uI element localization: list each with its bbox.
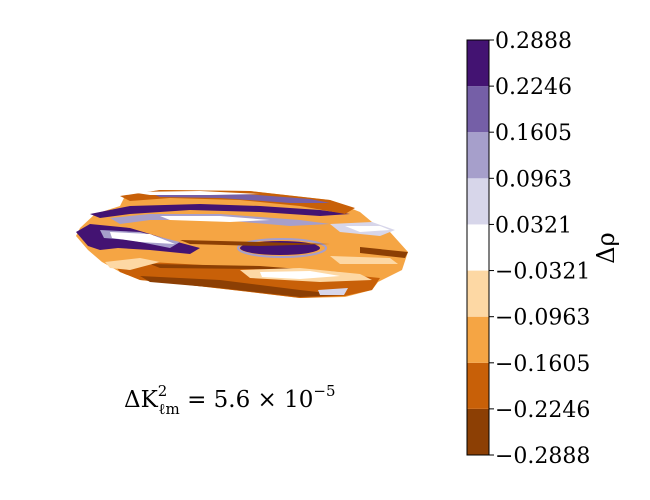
colorbar-frame [466,39,490,456]
colorbar-segment [467,178,489,225]
colorbar-segment [467,408,489,455]
colorbar-segment [467,86,489,133]
contour-field [76,190,408,298]
colorbar-tick-label: −0.0321 [495,260,590,285]
colorbar-tick-label: −0.2888 [495,444,590,469]
field-wedge-white [110,232,175,244]
colorbar-segment [467,132,489,179]
colorbar-label: Δρ [592,232,620,263]
field-rim-white [130,191,260,195]
field-blob-purple-outline [237,238,327,258]
field-band-lower [112,262,380,298]
field-streak-brown-1 [140,276,345,297]
field-band-light-3 [105,258,160,270]
annotation-sub: ℓm [158,400,179,418]
field-streak-brown-2 [360,247,408,258]
colorbar-segment [467,224,489,271]
field-rim-purple [150,193,330,203]
colorbar-tick-label: −0.0963 [495,306,590,331]
colorbar-tick-label: 0.1605 [495,121,572,146]
field-band-light-2 [330,256,398,264]
colorbar-tick-label: 0.2888 [495,29,572,54]
colorbar-tick-label: −0.1605 [495,352,590,377]
colorbar-tick-label: 0.2246 [495,75,572,100]
annotation-rhs: = 5.6 × 10 [180,387,314,413]
colorbar-tick-label: 0.0963 [495,167,572,192]
colorbar-segment [467,270,489,317]
field-patch-lower [318,288,348,295]
colorbar-segment [467,40,489,87]
annotation-exp: −5 [313,382,335,400]
field-arc-purple-top [90,204,350,218]
colorbar-segment [467,362,489,409]
colorbar-tick-label: −0.2246 [495,398,590,423]
field-streak-mid [180,240,330,246]
annotation-sup: 2 [158,382,168,400]
field-band-right-white [345,226,390,232]
annotation-text: ΔK2 ℓm = 5.6 × 10−5 [124,382,336,418]
field-arc-white-top [160,216,270,222]
colorbar-segment [467,316,489,363]
annotation-lhs: ΔK [124,387,159,413]
field-band-white-1 [260,271,340,279]
colorbar: 0.2888 0.2246 0.1605 0.0963 0.0321 −0.0321 −0.… [466,29,590,469]
colorbar-tick-label: 0.0321 [495,213,572,238]
